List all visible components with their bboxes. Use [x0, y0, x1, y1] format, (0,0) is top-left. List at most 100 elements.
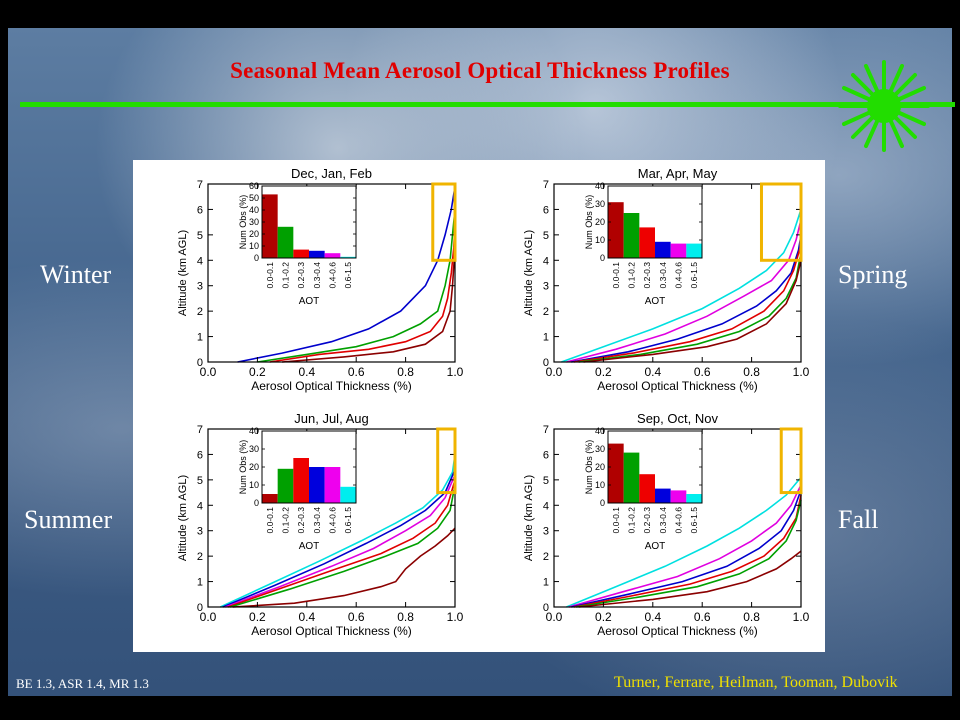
- inset-y-axis-label: Num Obs (%): [584, 195, 594, 250]
- x-tick-label: 0.6: [694, 365, 711, 379]
- y-tick-label: 1: [197, 332, 203, 344]
- x-tick-label: 0.0: [546, 365, 563, 379]
- y-tick-label: 7: [197, 179, 203, 191]
- x-tick-label: 0.8: [743, 610, 760, 624]
- inset-bar-1: [623, 452, 640, 503]
- inset-bar-2: [293, 458, 309, 503]
- inset-category-label: 0.0-0.1: [611, 262, 621, 289]
- series-line-5: [578, 550, 802, 608]
- inset-y-tick-label: 60: [249, 181, 259, 191]
- inset-bar-5: [686, 243, 702, 258]
- inset-category-label: 0.1-0.2: [281, 507, 291, 534]
- y-tick-label: 3: [197, 281, 203, 293]
- x-tick-label: 0.6: [348, 610, 365, 624]
- inset-bar-0: [262, 494, 278, 503]
- series-line-0: [237, 186, 456, 363]
- inset-bar-5: [340, 256, 356, 258]
- season-label-winter: Winter: [40, 260, 112, 289]
- y-tick-label: 4: [197, 500, 203, 512]
- inset-y-tick-label: 30: [249, 217, 259, 227]
- inset-y-tick-label: 50: [249, 193, 259, 203]
- y-tick-label: 0: [197, 602, 203, 614]
- plot-frame: [553, 428, 802, 608]
- inset-category-label: 0.0-0.1: [265, 262, 275, 289]
- inset-bar-2: [639, 227, 655, 258]
- x-tick-label: 0.2: [595, 365, 612, 379]
- inset-bar-3: [309, 467, 325, 503]
- series-line-2: [225, 474, 456, 608]
- inset-y-tick-label: 10: [249, 480, 259, 490]
- inset-category-label: 0.1-0.2: [281, 262, 291, 289]
- series-line-3: [573, 494, 802, 608]
- y-tick-label: 0: [197, 357, 203, 369]
- y-tick-label: 2: [197, 306, 203, 318]
- x-tick-label: 0.0: [200, 610, 217, 624]
- inset-category-label: 0.4-0.6: [674, 262, 684, 289]
- inset-bar-4: [670, 243, 687, 258]
- inset-bar-1: [277, 468, 294, 503]
- x-tick-label: 0.2: [249, 365, 266, 379]
- chart-title: Mar, Apr, May: [638, 166, 718, 181]
- inset-bar-0: [262, 194, 278, 258]
- y-tick-label: 1: [543, 332, 549, 344]
- chart-panel-1: Mar, Apr, May 0.0 0.2 0.4 0.6 0.8 1.0 0 1 2 3 4 5 6 7 A…: [523, 166, 810, 393]
- series-line-1: [222, 469, 456, 608]
- y-tick-label: 5: [543, 230, 549, 242]
- y-axis-label: Altitude (km AGL): [177, 230, 189, 316]
- series-line-0: [219, 454, 456, 608]
- y-tick-label: 5: [543, 475, 549, 487]
- inset-category-label: 0.2-0.3: [642, 262, 652, 289]
- inset-y-tick-label: 20: [249, 229, 259, 239]
- series-line-3: [282, 247, 456, 363]
- series-line-5: [232, 527, 456, 608]
- inset-y-axis-label: Num Obs (%): [584, 440, 594, 495]
- inset-category-label: 0.6-1.5: [343, 262, 353, 289]
- series-line-1: [257, 209, 456, 363]
- x-tick-label: 0.4: [298, 610, 315, 624]
- x-tick-label: 0.6: [348, 365, 365, 379]
- chart-panel-3: Sep, Oct, Nov 0.0 0.2 0.4 0.6 0.8 1.0 0 1 2 3 4 5 6 7 A…: [523, 411, 810, 638]
- x-tick-label: 0.8: [743, 365, 760, 379]
- series-line-1: [568, 484, 802, 608]
- chart-title: Jun, Jul, Aug: [294, 411, 368, 426]
- y-tick-label: 1: [543, 577, 549, 589]
- inset-bar-2: [293, 249, 309, 258]
- x-tick-label: 0.4: [644, 610, 661, 624]
- inset-bar-chart: 0 10 20 30 40 0.0-0.1 0.1-0.2 0.2-0.3 0.3-0.4 0.4…: [238, 426, 357, 552]
- slide-title: Seasonal Mean Aerosol Optical Thickness …: [230, 58, 730, 83]
- inset-y-tick-label: 20: [249, 462, 259, 472]
- inset-y-tick-label: 0: [600, 498, 605, 508]
- y-tick-label: 2: [543, 551, 549, 563]
- x-tick-label: 0.0: [546, 610, 563, 624]
- x-tick-label: 0.2: [595, 610, 612, 624]
- y-tick-label: 6: [197, 204, 203, 216]
- inset-x-axis-label: AOT: [645, 296, 666, 307]
- y-tick-label: 5: [197, 230, 203, 242]
- x-tick-label: 0.8: [397, 365, 414, 379]
- inset-category-label: 0.4-0.6: [674, 507, 684, 534]
- inset-bar-5: [340, 486, 356, 503]
- series-line-3: [573, 244, 802, 363]
- y-tick-label: 7: [543, 179, 549, 191]
- y-tick-label: 0: [543, 357, 549, 369]
- x-tick-label: 1.0: [447, 610, 464, 624]
- inset-category-label: 0.4-0.6: [328, 262, 338, 289]
- inset-category-label: 0.2-0.3: [296, 507, 306, 534]
- highlight-box: [431, 182, 457, 262]
- inset-bar-1: [277, 226, 294, 258]
- x-axis-label: Aerosol Optical Thickness (%): [251, 379, 412, 393]
- plot-frame: [207, 428, 456, 608]
- inset-bar-3: [655, 488, 671, 503]
- inset-category-label: 0.6-1.5: [343, 507, 353, 534]
- y-tick-label: 4: [543, 500, 549, 512]
- y-tick-label: 4: [543, 255, 549, 267]
- inset-y-tick-label: 0: [254, 253, 259, 263]
- series-line-5: [583, 260, 802, 363]
- x-tick-label: 1.0: [793, 610, 810, 624]
- inset-bar-2: [639, 474, 655, 503]
- inset-bar-0: [608, 202, 624, 258]
- inset-bar-1: [623, 213, 640, 258]
- series-line-0: [561, 209, 802, 363]
- y-tick-label: 7: [197, 424, 203, 436]
- inset-y-tick-label: 40: [249, 426, 259, 436]
